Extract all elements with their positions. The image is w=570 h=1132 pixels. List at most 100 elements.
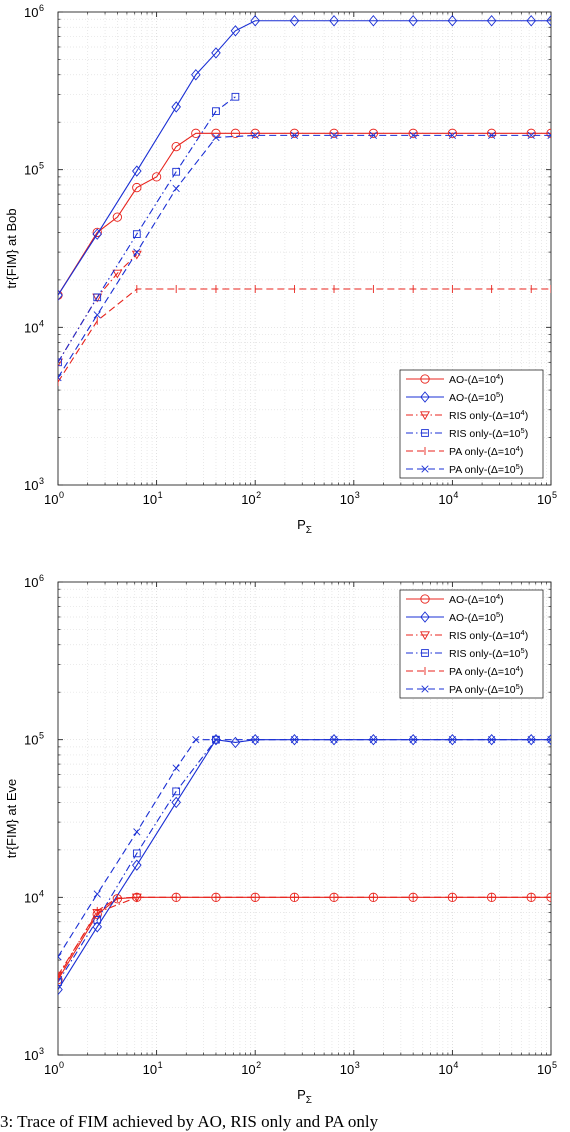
data-point xyxy=(133,828,141,836)
x-tick-label: 104 xyxy=(438,490,458,507)
legend-entry: AO-(Δ=104) xyxy=(406,372,504,386)
data-point xyxy=(231,92,240,101)
data-point xyxy=(133,248,141,256)
data-point xyxy=(547,736,551,744)
legend-entry: AO-(Δ=105) xyxy=(406,390,504,404)
data-point xyxy=(368,15,379,27)
data-point xyxy=(527,131,535,139)
data-point xyxy=(526,128,536,138)
data-point xyxy=(420,611,430,623)
series-4 xyxy=(58,92,240,367)
data-point xyxy=(421,465,429,473)
x-tick-label: 102 xyxy=(241,490,261,507)
data-point xyxy=(486,128,497,138)
data-point xyxy=(93,311,101,319)
chart-panel-1: 100 101 102 103 104 105 103 104 105 106 PΣ tr{FIM} … xyxy=(4,3,557,536)
data-point xyxy=(211,733,221,746)
x-tick-label: 100 xyxy=(44,490,64,507)
data-point xyxy=(92,921,103,933)
data-point xyxy=(329,733,339,746)
data-point xyxy=(408,128,418,138)
data-point xyxy=(289,15,300,27)
series-5 xyxy=(58,285,551,387)
data-point xyxy=(93,293,102,302)
data-point xyxy=(58,373,62,382)
legend-entry: RIS only-(Δ=105) xyxy=(406,426,528,440)
data-point xyxy=(112,212,123,222)
legend-box xyxy=(399,589,544,699)
legend-label: RIS only-(Δ=105) xyxy=(449,426,528,440)
data-point xyxy=(289,128,300,138)
legend-label: RIS only-(Δ=105) xyxy=(449,646,528,660)
y-tick-label: 106 xyxy=(24,3,44,20)
grid xyxy=(58,12,551,485)
data-point xyxy=(546,15,551,27)
x-tick-label: 103 xyxy=(340,1060,360,1077)
data-point xyxy=(368,128,379,138)
data-point xyxy=(547,131,551,139)
data-point xyxy=(172,787,181,796)
data-point xyxy=(290,736,299,744)
series-6 xyxy=(58,131,551,382)
legend-label: AO-(Δ=104) xyxy=(449,592,504,606)
legend-label: RIS only-(Δ=104) xyxy=(449,408,528,422)
x-tick-label: 105 xyxy=(537,1060,557,1077)
x-axis-label: PΣ xyxy=(297,517,312,536)
y-tick-label: 105 xyxy=(24,161,44,178)
y-tick-label: 103 xyxy=(24,476,44,493)
data-point xyxy=(421,685,429,693)
data-point xyxy=(132,165,142,177)
legend-entry: AO-(Δ=104) xyxy=(406,592,504,606)
data-point xyxy=(250,128,260,138)
y-tick-label: 105 xyxy=(24,731,44,748)
data-point xyxy=(527,736,535,744)
data-point xyxy=(330,736,338,744)
legend: AO-(Δ=104) AO-(Δ=105) RIS only-(Δ=104) RIS … xyxy=(399,589,544,699)
data-point xyxy=(250,733,260,746)
data-point xyxy=(92,227,102,238)
series-line xyxy=(58,254,138,363)
x-tick-label: 103 xyxy=(340,490,360,507)
y-tick-label: 103 xyxy=(24,1046,44,1063)
x-tick-label: 105 xyxy=(537,490,557,507)
data-point xyxy=(58,289,63,301)
legend-entry: AO-(Δ=105) xyxy=(406,610,504,624)
data-point xyxy=(488,131,496,139)
data-point xyxy=(251,736,259,744)
data-point xyxy=(447,15,458,27)
data-point xyxy=(369,736,378,744)
data-point xyxy=(132,859,142,871)
x-axis-label: PΣ xyxy=(297,1087,312,1106)
axes-box xyxy=(57,11,552,486)
data-point xyxy=(172,764,180,772)
data-point xyxy=(58,971,63,981)
chart-panel-2: 100 101 102 103 104 105 103 104 105 106 PΣ tr{FIM} … xyxy=(4,573,557,1106)
data-point xyxy=(486,15,497,27)
legend-entry: RIS only-(Δ=105) xyxy=(406,646,528,660)
data-point xyxy=(58,983,63,996)
axes-box xyxy=(57,581,552,1056)
data-point xyxy=(408,733,418,746)
legend-label: PA only-(Δ=105) xyxy=(449,462,523,476)
data-point xyxy=(420,594,430,604)
data-point xyxy=(420,411,430,421)
legend-entry: PA only-(Δ=104) xyxy=(406,664,523,678)
data-point xyxy=(230,25,241,37)
data-point xyxy=(171,141,181,152)
data-point xyxy=(211,47,221,59)
series-2 xyxy=(58,15,551,301)
legend-entry: PA only-(Δ=105) xyxy=(406,682,523,696)
x-tick-label: 101 xyxy=(143,1060,163,1077)
data-point xyxy=(172,167,181,176)
data-point xyxy=(448,736,457,744)
x-tick-label: 100 xyxy=(44,1060,64,1077)
series-6 xyxy=(58,736,551,961)
y-axis-label: tr{FIM} at Eve xyxy=(4,779,19,858)
data-point xyxy=(329,128,339,138)
y-tick-label: 104 xyxy=(24,888,44,905)
data-point xyxy=(93,915,102,924)
legend: AO-(Δ=104) AO-(Δ=105) RIS only-(Δ=104) RIS … xyxy=(399,369,544,479)
data-point xyxy=(546,733,551,746)
data-point xyxy=(230,128,241,138)
